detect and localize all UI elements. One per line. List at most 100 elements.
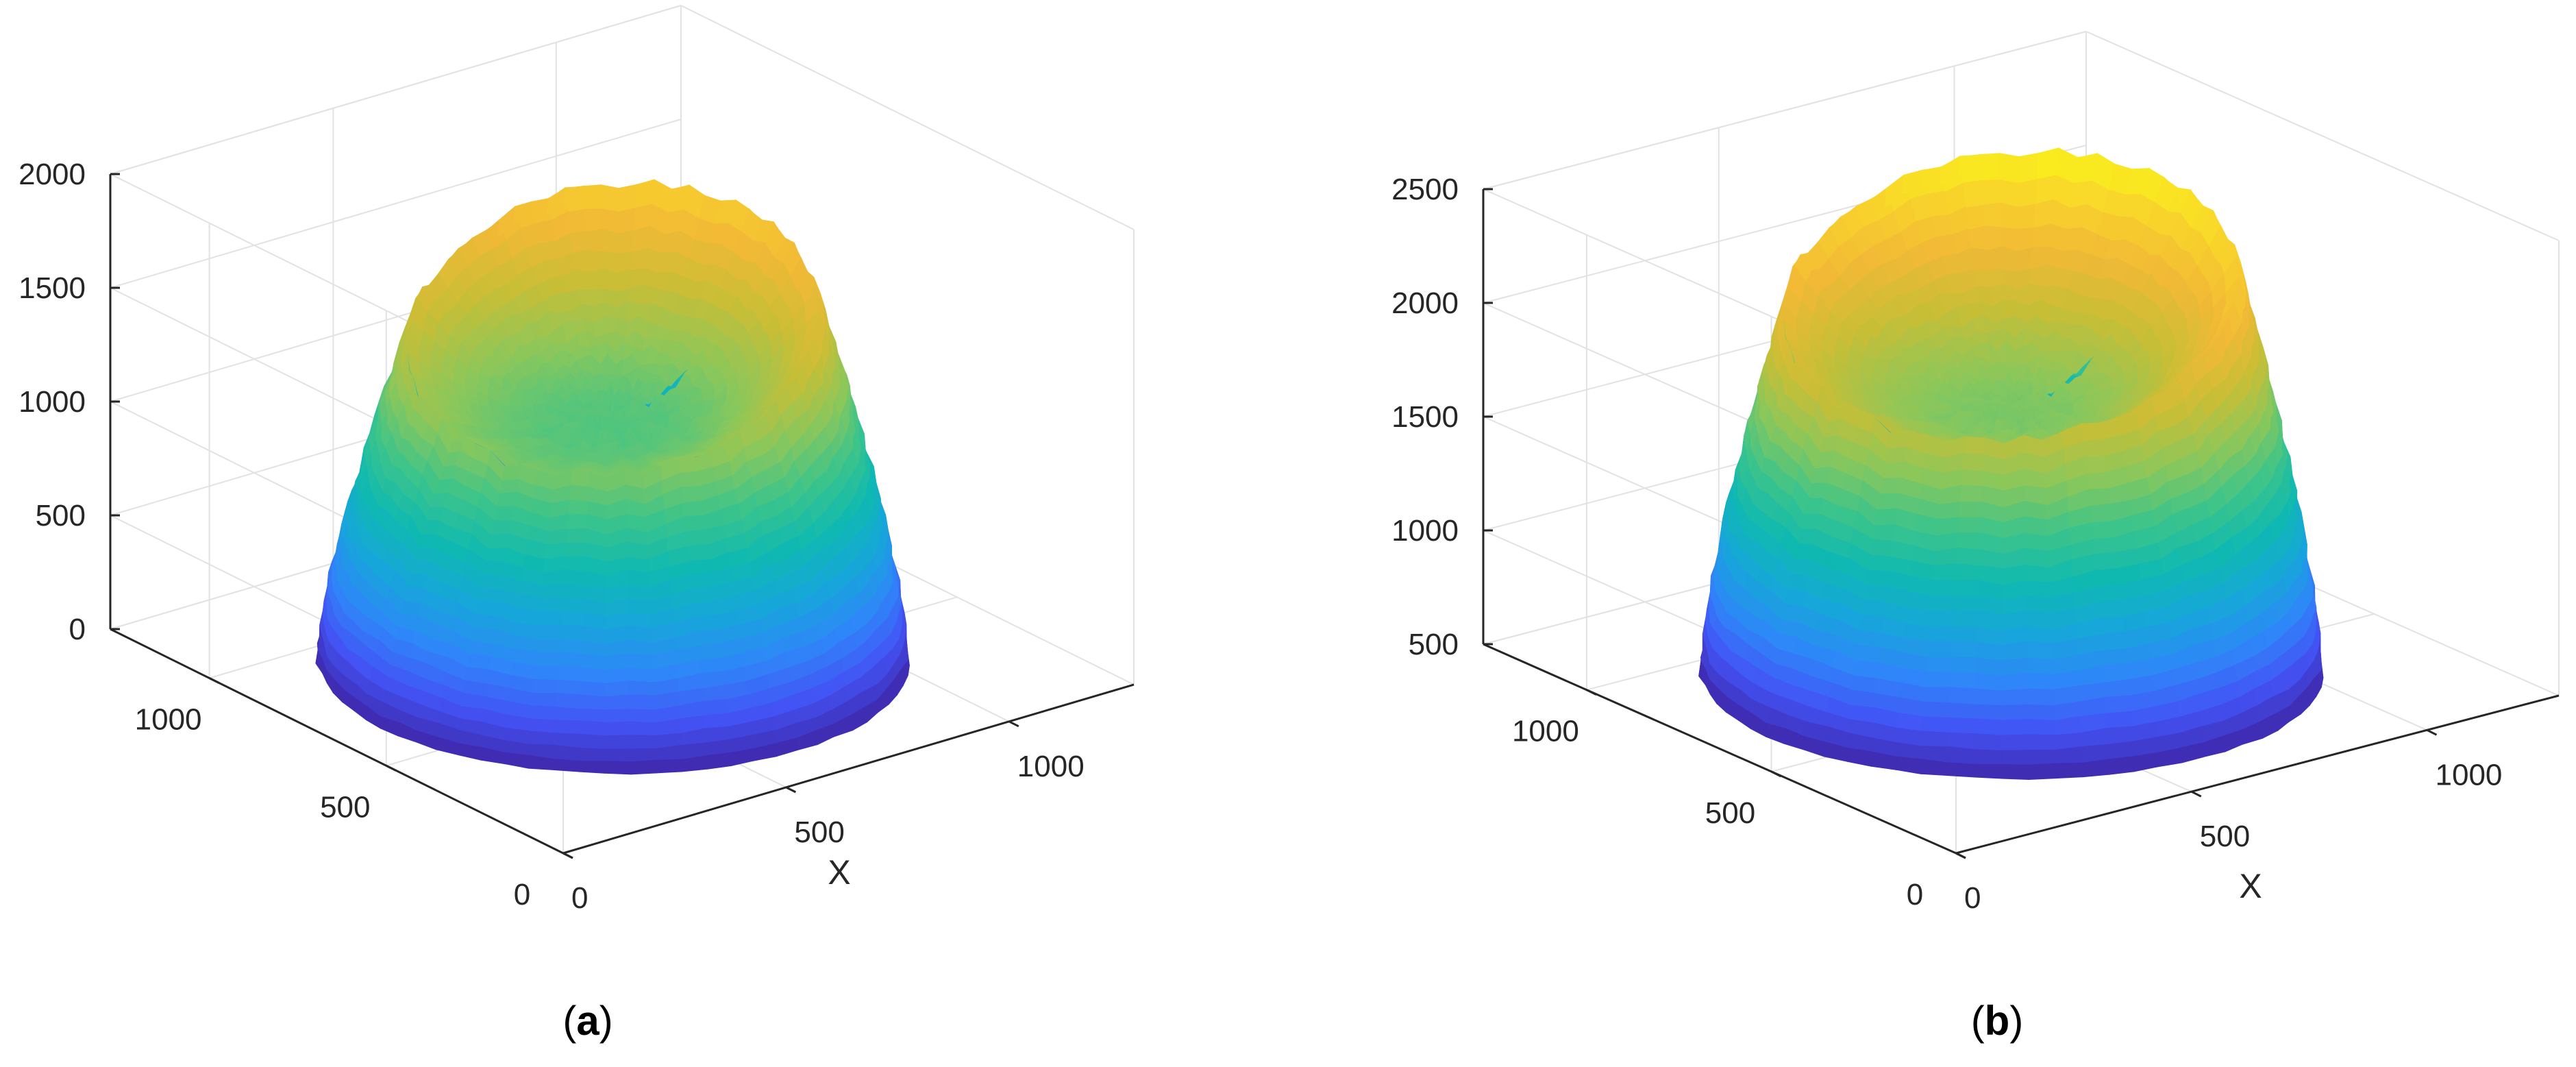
surface-patch [1853,659,1880,678]
surface-patch [530,704,556,720]
surface-patch [556,678,582,695]
surface-patch [688,543,711,561]
surface-patch [557,650,583,667]
surface-patch [601,208,619,234]
surface-patch [1956,546,1981,566]
surface-patch [2006,362,2016,369]
caption-close-paren: ) [599,998,613,1044]
caption-open-paren: ( [562,998,576,1044]
surface-patch [1979,153,2001,180]
surface-patch [691,571,714,589]
surface-patch [629,679,655,696]
surface-patch [483,559,505,576]
surface-patch [544,541,567,559]
surface-patch [1897,391,1912,399]
y-tick [1770,770,1782,778]
surface-patch [533,665,559,680]
surface-patch [536,639,560,652]
surface-patch [683,500,704,517]
x-tick [2191,790,2202,798]
surface-patch [487,532,511,549]
y-tick [1955,852,1966,859]
surface-patch [1895,755,1923,774]
surface-patch [2028,762,2057,781]
surface-patch [617,206,636,234]
surface-patch [1948,716,1976,734]
surface-patch [1935,516,1960,536]
surface-patch [2018,177,2038,208]
surface-patch [1925,656,1952,672]
y-tick [208,677,220,684]
surface-patch [556,665,583,681]
surface-patch [465,666,491,684]
surface-patch [494,505,515,521]
surface-patch [532,678,558,694]
surface-patch [1974,703,2003,720]
surface-patch [692,585,717,604]
surface-plot [315,179,910,775]
caption-letter: a [576,998,599,1044]
surface-patch [1950,671,1977,689]
surface-patch [2001,763,2029,781]
surface-patch [605,694,631,710]
surface-patch [1924,670,1952,687]
surface-patch [580,707,606,723]
surface-patch [684,514,706,532]
surface-patch [629,694,656,710]
x-axis-label: X [828,853,850,892]
surface-patch [1974,687,2003,706]
surface-patch [1877,492,1900,510]
surface-patch [2018,152,2040,183]
surface-patch [2003,299,2017,319]
surface-patch [695,614,720,631]
surface-patch [630,759,658,775]
surface-patch [473,613,497,630]
surface-patch [571,469,591,487]
y-tick-label: 0 [514,878,530,911]
surface-patch [580,694,606,710]
surface-patch [531,691,558,707]
surface-patch [467,652,492,670]
surface-patch [630,747,657,762]
surface-patch [1855,644,1881,663]
surface-patch [401,599,421,617]
surface-patch [1859,614,1885,633]
surface-patch [1971,247,1990,271]
surface-patch [575,269,592,291]
z-tick-label: 2000 [18,158,86,191]
surface-patch [600,184,619,212]
surface-patch [1922,700,1950,718]
y-tick [386,764,397,772]
surface-patch [1921,730,1949,747]
surface-patch [605,316,617,335]
surface-patch [567,208,587,234]
surface-patch [471,626,496,644]
surface-patch [680,485,702,503]
y-tick-label: 1000 [135,703,202,737]
surface-patch [1874,507,1899,526]
surface-patch [1885,446,1907,464]
surface-patch [656,758,683,774]
surface-patch [1928,609,1955,628]
surface-patch [1962,179,1984,208]
surface-patch [1975,672,2003,691]
surface-patch [555,691,582,709]
surface-patch [630,708,656,723]
surface-patch [560,611,584,626]
surface-patch [1954,594,1979,611]
surface-patch [2001,718,2029,735]
surface-patch [1922,715,1950,733]
surface-patch [699,657,724,674]
surface-patch [1999,179,2020,208]
surface-patch [565,541,588,556]
surface-patch [569,484,590,502]
y-axis-line [110,628,564,855]
surface-patch [499,478,519,494]
box-edge [680,5,1135,230]
surface-patch [1974,717,2003,735]
surface-patch [2001,703,2029,720]
surface-patch [554,706,581,721]
surface-patch [1881,476,1903,494]
